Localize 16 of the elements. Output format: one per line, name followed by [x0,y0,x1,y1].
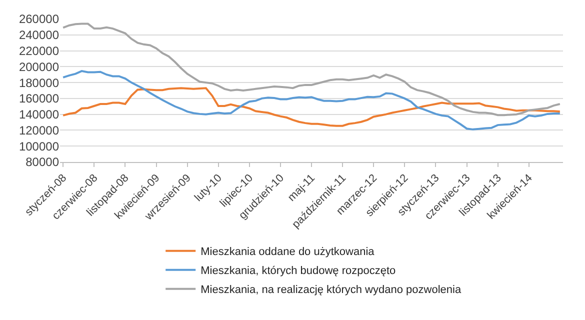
y-tick-label: 100000 [18,139,60,154]
legend-label: Mieszkania, których budowę rozpoczęto [200,265,396,278]
y-tick-label: 140000 [18,108,60,122]
y-tick-label: 160000 [18,92,60,106]
line-series [62,87,561,127]
y-tick-label: 240000 [18,28,60,42]
y-tick-label: 260000 [18,12,60,26]
y-tick-label: 200000 [18,60,60,74]
y-tick-label: 220000 [18,44,60,58]
legend-label: Mieszkania, na realizację których wydano pozwolenia [200,284,462,296]
line-series [62,22,561,116]
line-series [62,70,561,130]
y-tick-label: 120000 [18,123,60,138]
legend-label: Mieszkania oddane do użytkowania [200,246,376,258]
y-tick-label: 80000 [26,155,60,170]
y-tick-label: 180000 [18,76,60,90]
